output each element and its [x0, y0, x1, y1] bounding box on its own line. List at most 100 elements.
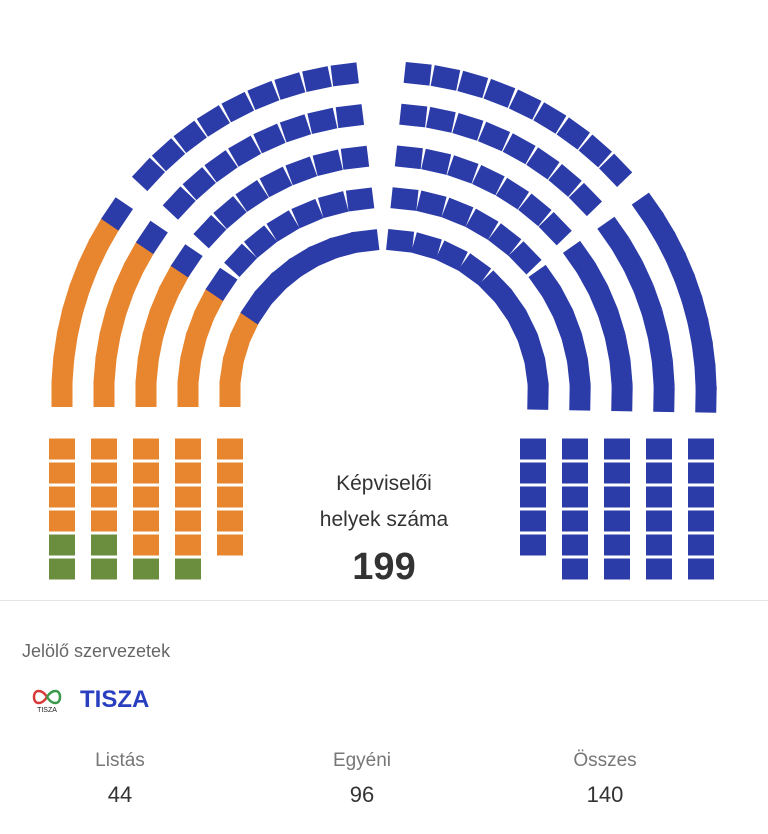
- seat: [421, 148, 452, 175]
- seat: [477, 121, 511, 152]
- stat-label: Egyéni: [332, 750, 392, 771]
- seat: [133, 534, 159, 556]
- stat-value: 96: [349, 782, 375, 807]
- seat: [302, 66, 332, 93]
- seat: [646, 534, 672, 556]
- seat: [217, 462, 243, 484]
- seat: [425, 106, 456, 133]
- seat: [279, 114, 312, 143]
- seat: [394, 145, 423, 170]
- seat: [597, 216, 630, 251]
- seat: [78, 239, 109, 272]
- divider: [0, 600, 768, 601]
- tisza-logo: TISZA: [28, 686, 66, 718]
- seat: [569, 384, 591, 411]
- seat: [177, 356, 202, 385]
- seat: [312, 149, 343, 177]
- seat: [113, 262, 144, 296]
- seat: [646, 438, 672, 460]
- seat: [528, 264, 561, 299]
- seat: [562, 486, 588, 508]
- seat: [330, 62, 359, 87]
- seat: [416, 190, 447, 218]
- seat: [91, 438, 117, 460]
- seat: [175, 438, 201, 460]
- seat: [520, 486, 546, 508]
- seat: [137, 332, 164, 363]
- seat: [441, 197, 474, 227]
- center-label-line1: Képviselői: [336, 472, 432, 495]
- seat: [688, 462, 714, 484]
- total-seats: 199: [352, 546, 416, 588]
- party-name[interactable]: TISZA: [80, 686, 150, 713]
- seat: [135, 381, 157, 407]
- stat-label: Listás: [95, 750, 145, 771]
- seat: [49, 462, 75, 484]
- seat: [695, 386, 717, 413]
- seat: [588, 284, 618, 318]
- seat: [170, 244, 203, 278]
- seat: [538, 212, 572, 246]
- seat: [49, 438, 75, 460]
- seat: [553, 309, 582, 341]
- seat: [175, 534, 201, 556]
- seat: [604, 510, 630, 532]
- stat-listas: Listás 44: [20, 750, 220, 808]
- seat: [175, 558, 201, 580]
- seat: [507, 310, 538, 343]
- seat: [518, 193, 552, 227]
- seat: [217, 534, 243, 556]
- seat: [285, 156, 318, 186]
- seat: [646, 462, 672, 484]
- seat: [435, 240, 468, 271]
- seat: [604, 534, 630, 556]
- seat: [562, 558, 588, 580]
- seat: [135, 220, 168, 255]
- seat: [604, 462, 630, 484]
- seat: [217, 486, 243, 508]
- seat: [317, 191, 349, 219]
- seat: [307, 107, 338, 134]
- seat: [193, 215, 227, 249]
- seat: [175, 462, 201, 484]
- seat: [520, 510, 546, 532]
- seat: [235, 179, 269, 212]
- seat: [694, 363, 717, 391]
- seat: [101, 197, 134, 231]
- seat: [175, 510, 201, 532]
- seat: [51, 356, 75, 384]
- seat: [457, 70, 489, 99]
- seat: [646, 558, 672, 580]
- seat: [91, 558, 117, 580]
- section-title: Jelölő szervezetek: [22, 641, 171, 661]
- seat: [520, 462, 546, 484]
- seat: [180, 332, 207, 364]
- seat: [430, 65, 461, 91]
- seat: [390, 187, 419, 211]
- seat: [386, 229, 415, 253]
- seat: [483, 78, 516, 108]
- seat: [135, 356, 159, 385]
- seat: [351, 229, 380, 254]
- seat: [335, 104, 365, 129]
- seat: [91, 486, 117, 508]
- seat: [604, 486, 630, 508]
- seat: [177, 381, 199, 407]
- seat: [556, 117, 590, 150]
- seat: [196, 105, 230, 137]
- seat: [687, 317, 713, 348]
- seat: [604, 438, 630, 460]
- seat: [133, 486, 159, 508]
- seat: [266, 210, 300, 242]
- seat: [219, 356, 244, 386]
- seat: [487, 223, 522, 256]
- seat: [646, 486, 672, 508]
- seat: [604, 333, 631, 364]
- seat: [62, 284, 90, 316]
- seat: [611, 384, 633, 412]
- stat-osszes: Összes 140: [505, 750, 705, 808]
- stat-value: 44: [107, 782, 133, 807]
- seat: [151, 138, 186, 172]
- seat: [647, 334, 673, 364]
- seat: [131, 157, 166, 192]
